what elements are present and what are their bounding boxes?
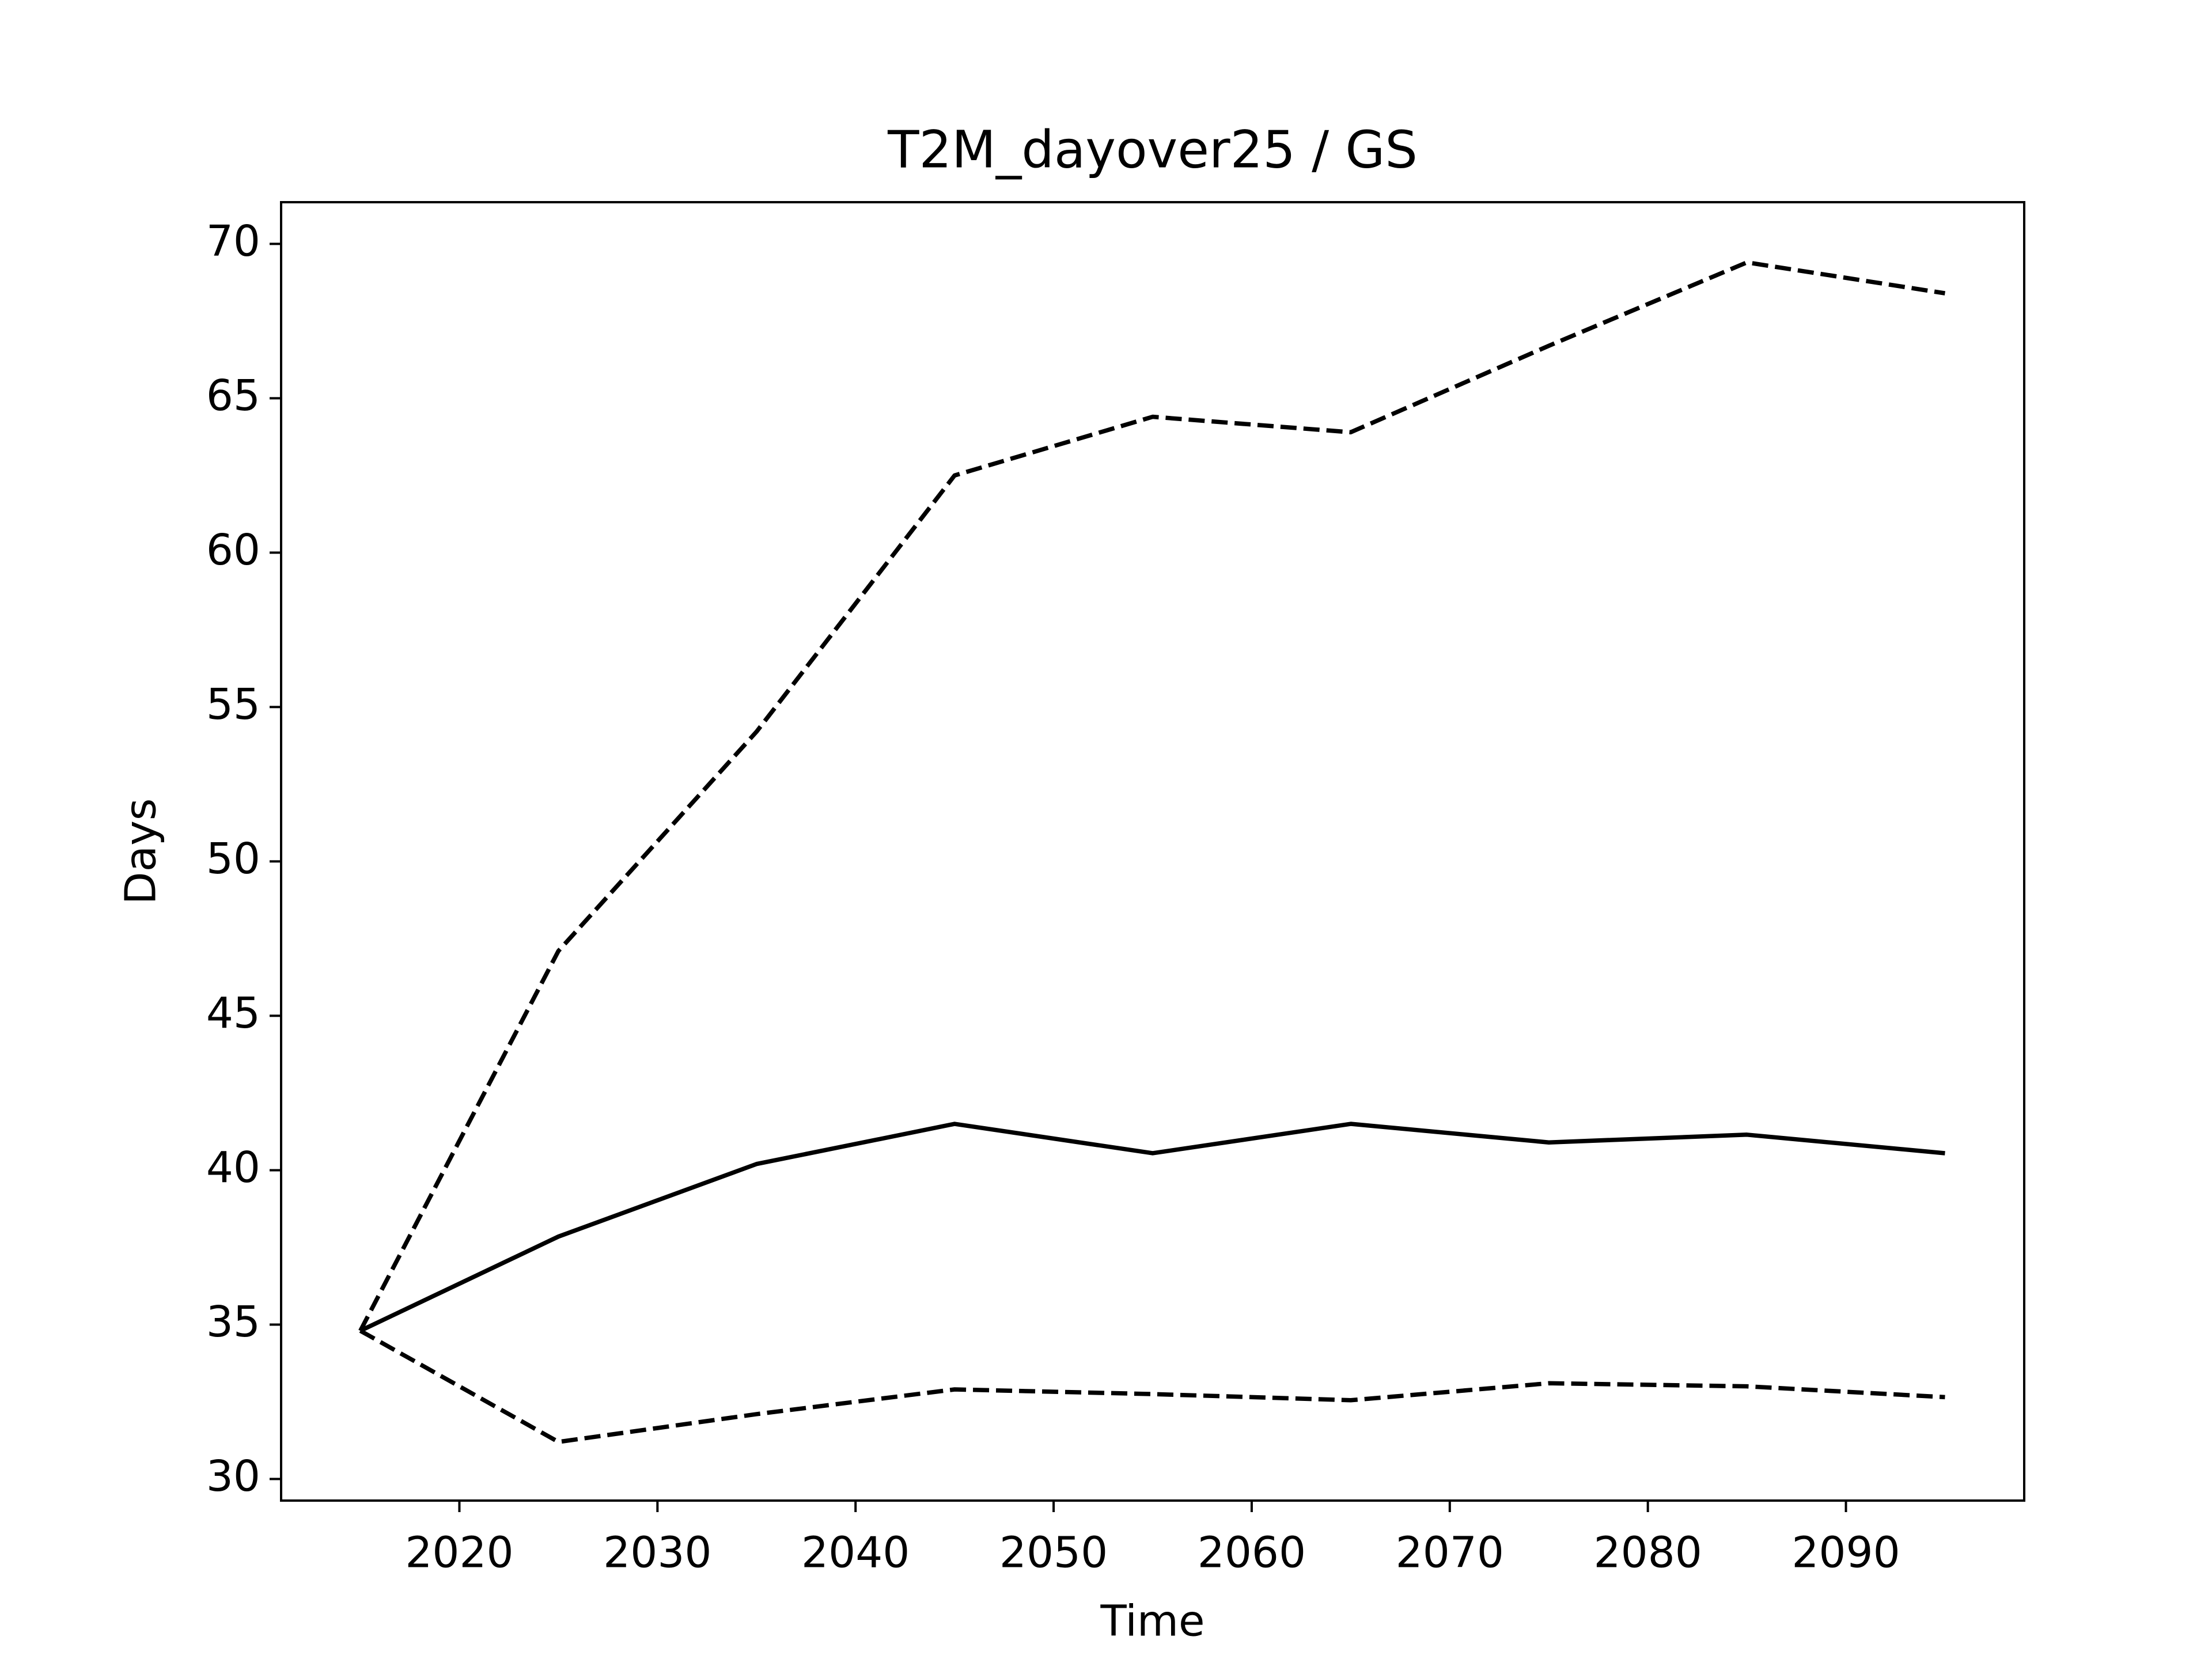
series-line xyxy=(358,260,1946,1332)
y-tick-label: 70 xyxy=(206,217,260,266)
x-tick-label: 2080 xyxy=(1593,1528,1702,1578)
series-line xyxy=(359,1122,1945,1333)
x-tick-label: 2020 xyxy=(405,1528,513,1578)
x-axis-label: Time xyxy=(1100,1597,1205,1646)
y-tick-label: 50 xyxy=(206,834,260,884)
plot-frame xyxy=(280,201,2025,1502)
x-tick-label: 2090 xyxy=(1791,1528,1900,1578)
y-tick-label: 55 xyxy=(206,680,260,729)
y-tick-label: 30 xyxy=(206,1452,260,1501)
x-tick-label: 2040 xyxy=(801,1528,910,1578)
x-tick-label: 2050 xyxy=(999,1528,1108,1578)
x-tick-label: 2070 xyxy=(1396,1528,1504,1578)
y-tick-label: 65 xyxy=(206,371,260,421)
x-tick-label: 2060 xyxy=(1198,1528,1306,1578)
x-tick-label: 2030 xyxy=(603,1528,711,1578)
y-tick-label: 60 xyxy=(206,525,260,575)
y-tick-label: 40 xyxy=(206,1143,260,1192)
y-tick-label: 35 xyxy=(206,1297,260,1347)
chart-title: T2M_dayover25 / GS xyxy=(887,119,1418,179)
y-axis-label: Days xyxy=(116,798,166,905)
y-tick-label: 45 xyxy=(206,988,260,1038)
